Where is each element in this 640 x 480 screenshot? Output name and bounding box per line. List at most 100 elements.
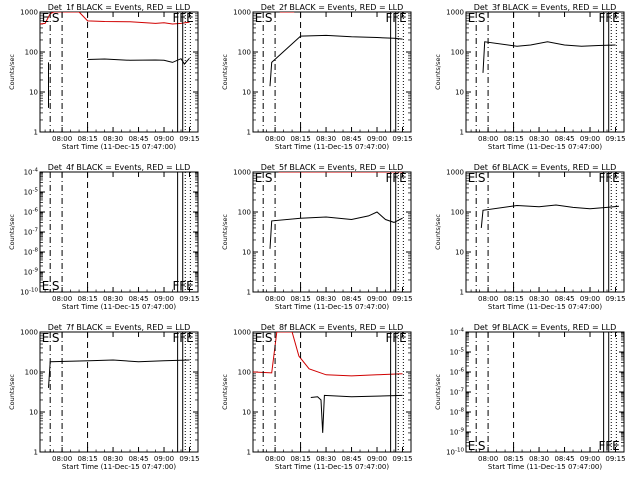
x-tick-label: 08:45 [554, 295, 574, 303]
y-tick-label: 1 [247, 289, 251, 297]
event-marker-label: E [468, 11, 476, 25]
events-series-line [482, 41, 616, 73]
event-marker-label: F [179, 11, 186, 25]
plot-frame [39, 331, 199, 453]
event-marker-label: E [186, 331, 194, 345]
event-marker-label: S [265, 11, 273, 25]
y-tick-label: 10-8 [24, 248, 39, 257]
x-tick-label: 09:00 [580, 455, 600, 463]
x-tick-label: 09:00 [367, 295, 387, 303]
panel-title: Det_6f BLACK = Events, RED = LLD [474, 163, 617, 172]
x-tick-label: 08:30 [529, 135, 549, 143]
y-axis-label: Counts/sec [434, 54, 442, 90]
x-tick-label: 08:45 [341, 455, 361, 463]
y-tick-label: 10-7 [24, 228, 39, 237]
event-marker-label: E [468, 171, 476, 185]
y-tick-label: 10 [242, 249, 251, 257]
event-marker-label: E [42, 331, 50, 345]
event-marker-label: E [399, 171, 407, 185]
x-tick-label: 08:30 [529, 455, 549, 463]
x-tick-label: 08:00 [478, 135, 498, 143]
event-marker-label: F [392, 11, 399, 25]
x-tick-label: 08:15 [503, 295, 523, 303]
event-marker-label: E [612, 171, 620, 185]
x-tick-label: 08:15 [290, 455, 310, 463]
event-marker-label: F [173, 331, 180, 345]
events-series-line [48, 359, 190, 388]
event-marker-label: F [392, 331, 399, 345]
event-marker-label: E [612, 439, 620, 453]
event-marker-label: S [478, 11, 486, 25]
panel-title: Det_3f BLACK = Events, RED = LLD [474, 3, 617, 12]
x-tick-label: 08:00 [265, 135, 285, 143]
x-tick-label: 08:30 [103, 295, 123, 303]
x-tick-label: 08:15 [503, 135, 523, 143]
y-tick-label: 1 [247, 449, 251, 457]
y-tick-label: 10 [455, 249, 464, 257]
x-tick-label: 08:00 [265, 455, 285, 463]
event-marker-label: F [605, 11, 612, 25]
x-tick-label: 08:15 [77, 455, 97, 463]
events-series-line [269, 34, 403, 87]
y-tick-label: 100 [25, 369, 38, 377]
x-tick-label: 09:00 [580, 295, 600, 303]
x-tick-label: 09:00 [367, 135, 387, 143]
y-tick-label: 10-4 [24, 168, 39, 177]
y-tick-label: 10 [29, 409, 38, 417]
events-series-line [310, 394, 403, 433]
y-tick-label: 1000 [20, 329, 38, 337]
y-tick-label: 100 [451, 49, 464, 57]
x-tick-label: 09:15 [605, 295, 625, 303]
x-axis-label: Start Time (11-Dec-15 07:47:00) [62, 303, 176, 311]
x-tick-label: 09:15 [179, 135, 199, 143]
panel-7: Det_7f BLACK = Events, RED = LLD 1 10 100 10… [8, 323, 200, 471]
panel-9: Det_9f BLACK = Events, RED = LLD 10-10 10-… [434, 323, 626, 471]
event-marker-label: E [399, 331, 407, 345]
x-tick-label: 08:45 [554, 455, 574, 463]
x-tick-label: 09:15 [605, 455, 625, 463]
event-marker-label: E [186, 279, 194, 293]
x-tick-label: 08:30 [316, 455, 336, 463]
y-axis-label: Counts/sec [221, 374, 229, 410]
y-tick-label: 10-8 [450, 408, 465, 417]
x-tick-label: 09:00 [580, 135, 600, 143]
y-tick-label: 10-7 [450, 388, 465, 397]
event-marker-label: E [42, 279, 50, 293]
event-marker-label: F [173, 11, 180, 25]
plot-frame [465, 331, 625, 453]
event-marker-label: F [605, 171, 612, 185]
y-tick-label: 10-10 [446, 448, 464, 457]
y-tick-label: 1000 [233, 169, 251, 177]
y-axis-label: Counts/sec [8, 374, 16, 410]
y-tick-label: 10 [242, 89, 251, 97]
panel-1: Det_1f BLACK = Events, RED = LLD 1 10 100 10… [8, 3, 200, 151]
x-tick-label: 08:45 [554, 135, 574, 143]
x-axis-label: Start Time (11-Dec-15 07:47:00) [488, 303, 602, 311]
panel-title: Det_9f BLACK = Events, RED = LLD [474, 323, 617, 332]
y-tick-label: 10-6 [450, 368, 465, 377]
event-marker-label: F [386, 171, 393, 185]
x-axis-label: Start Time (11-Dec-15 07:47:00) [62, 143, 176, 151]
y-tick-label: 100 [451, 209, 464, 217]
x-axis-label: Start Time (11-Dec-15 07:47:00) [275, 143, 389, 151]
x-tick-label: 08:00 [478, 295, 498, 303]
x-tick-label: 08:15 [290, 295, 310, 303]
panel-4: Det_4f BLACK = Events, RED = LLD 10-10 10-… [8, 163, 200, 311]
y-tick-label: 1000 [446, 169, 464, 177]
y-tick-label: 10 [29, 89, 38, 97]
event-marker-label: F [173, 279, 180, 293]
x-tick-label: 08:30 [103, 135, 123, 143]
event-marker-label: E [255, 11, 263, 25]
x-tick-label: 08:30 [103, 455, 123, 463]
y-tick-label: 10-5 [24, 188, 39, 197]
y-axis-label: Counts/sec [8, 54, 16, 90]
x-axis-label: Start Time (11-Dec-15 07:47:00) [488, 463, 602, 471]
event-marker-label: E [186, 11, 194, 25]
y-tick-label: 10-6 [24, 208, 39, 217]
x-tick-label: 09:00 [367, 455, 387, 463]
y-tick-label: 100 [25, 49, 38, 57]
y-tick-label: 10 [242, 409, 251, 417]
x-tick-label: 09:15 [392, 135, 412, 143]
y-axis-label: Counts/sec [8, 214, 16, 250]
x-tick-label: 08:45 [128, 295, 148, 303]
